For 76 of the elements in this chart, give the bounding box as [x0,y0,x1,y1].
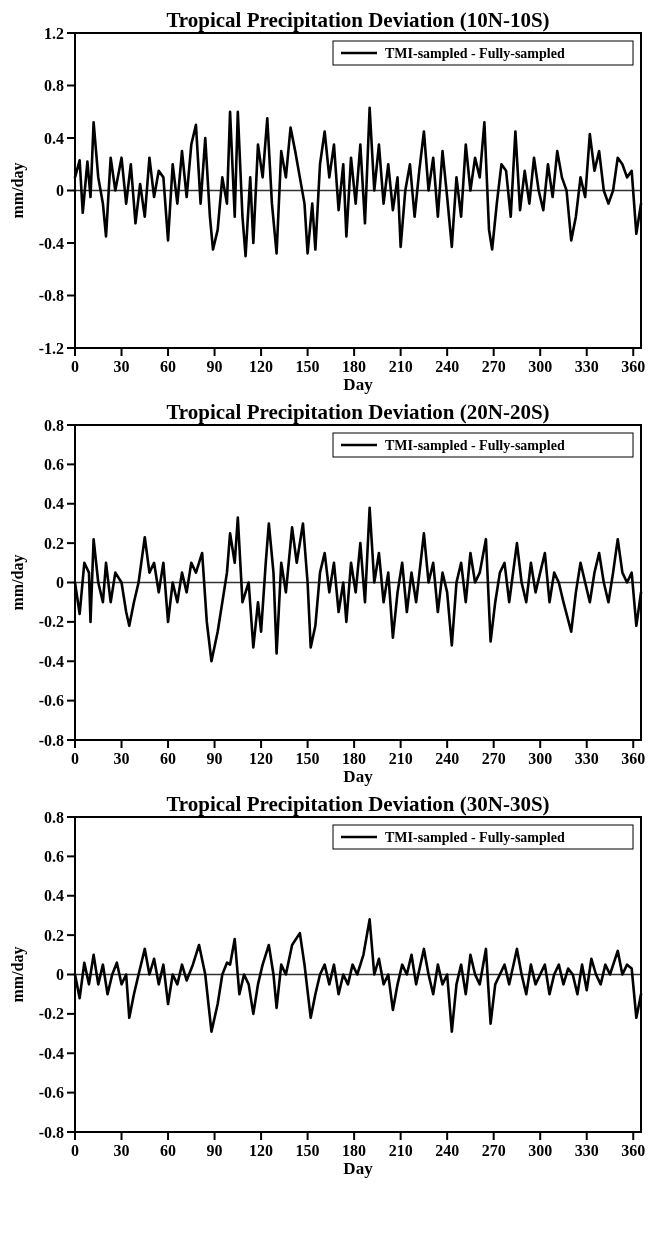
legend-label: TMI-sampled - Fully-sampled [385,829,565,845]
chart-title: Tropical Precipitation Deviation (30N-30S) [166,792,550,816]
x-tick-label: 330 [574,358,599,375]
x-tick-label: 120 [249,358,274,375]
y-tick-label: 0.8 [44,77,64,95]
x-tick-label: 0 [71,750,79,767]
y-tick-label: 0 [56,182,64,200]
x-tick-label: 90 [206,358,223,375]
x-tick-label: 150 [295,750,320,767]
y-tick-label: -1.2 [38,339,64,357]
x-axis-title: Day [343,1159,374,1178]
x-tick-label: 0 [71,1142,79,1159]
y-tick-label: -0.8 [38,287,64,305]
x-axis-title: Day [343,767,374,786]
y-tick-label: 0.8 [44,416,64,434]
x-tick-label: 150 [295,1142,320,1159]
legend-label: TMI-sampled - Fully-sampled [385,437,565,453]
chart-title: Tropical Precipitation Deviation (10N-10S) [166,8,550,32]
x-tick-label: 300 [528,1142,553,1159]
x-tick-label: 240 [435,1142,460,1159]
y-tick-label: 0.6 [44,847,64,865]
x-tick-label: 360 [621,358,646,375]
x-tick-label: 60 [160,1142,177,1159]
x-tick-label: 270 [481,750,506,767]
x-axis-title: Day [343,375,374,394]
x-tick-label: 30 [113,750,130,767]
x-tick-label: 270 [481,1142,506,1159]
y-axis-title: mm/day [9,554,27,611]
y-tick-label: 0.2 [44,926,64,944]
y-tick-label: 0.4 [44,495,64,513]
x-tick-label: 60 [160,750,177,767]
x-tick-label: 180 [342,750,367,767]
y-axis-title: mm/day [9,162,27,219]
x-tick-label: 180 [342,358,367,375]
x-tick-label: 210 [388,358,413,375]
x-tick-label: 0 [71,358,79,375]
y-tick-label: -0.8 [38,1123,64,1141]
x-tick-label: 60 [160,358,177,375]
x-tick-label: 240 [435,750,460,767]
x-tick-label: 360 [621,1142,646,1159]
y-tick-label: 1.2 [44,24,64,42]
y-tick-label: 0.4 [44,129,64,147]
chart-title: Tropical Precipitation Deviation (20N-20S) [166,400,550,424]
x-tick-label: 360 [621,750,646,767]
x-tick-label: 210 [388,750,413,767]
y-tick-label: -0.4 [38,234,64,252]
legend-label: TMI-sampled - Fully-sampled [385,45,565,61]
y-tick-label: -0.8 [38,731,64,749]
x-tick-label: 120 [249,1142,274,1159]
x-tick-label: 180 [342,1142,367,1159]
x-tick-label: 210 [388,1142,413,1159]
y-tick-label: -0.4 [38,652,64,670]
x-tick-label: 300 [528,750,553,767]
x-tick-label: 330 [574,750,599,767]
y-tick-label: 0.4 [44,887,64,905]
x-tick-label: 300 [528,358,553,375]
y-tick-label: -0.4 [38,1044,64,1062]
y-tick-label: -0.2 [38,1005,64,1023]
x-tick-label: 240 [435,358,460,375]
x-tick-label: 270 [481,358,506,375]
x-tick-label: 90 [206,750,223,767]
x-tick-label: 30 [113,1142,130,1159]
y-tick-label: -0.2 [38,613,64,631]
x-tick-label: 150 [295,358,320,375]
y-axis-title: mm/day [9,946,27,1003]
y-tick-label: -0.6 [38,692,64,710]
x-tick-label: 330 [574,1142,599,1159]
y-tick-label: 0.6 [44,455,64,473]
y-tick-label: -0.6 [38,1084,64,1102]
x-tick-label: 30 [113,358,130,375]
x-tick-label: 120 [249,750,274,767]
y-tick-label: 0.2 [44,534,64,552]
y-tick-label: 0.8 [44,808,64,826]
y-tick-label: 0 [56,574,64,592]
y-tick-label: 0 [56,966,64,984]
x-tick-label: 90 [206,1142,223,1159]
